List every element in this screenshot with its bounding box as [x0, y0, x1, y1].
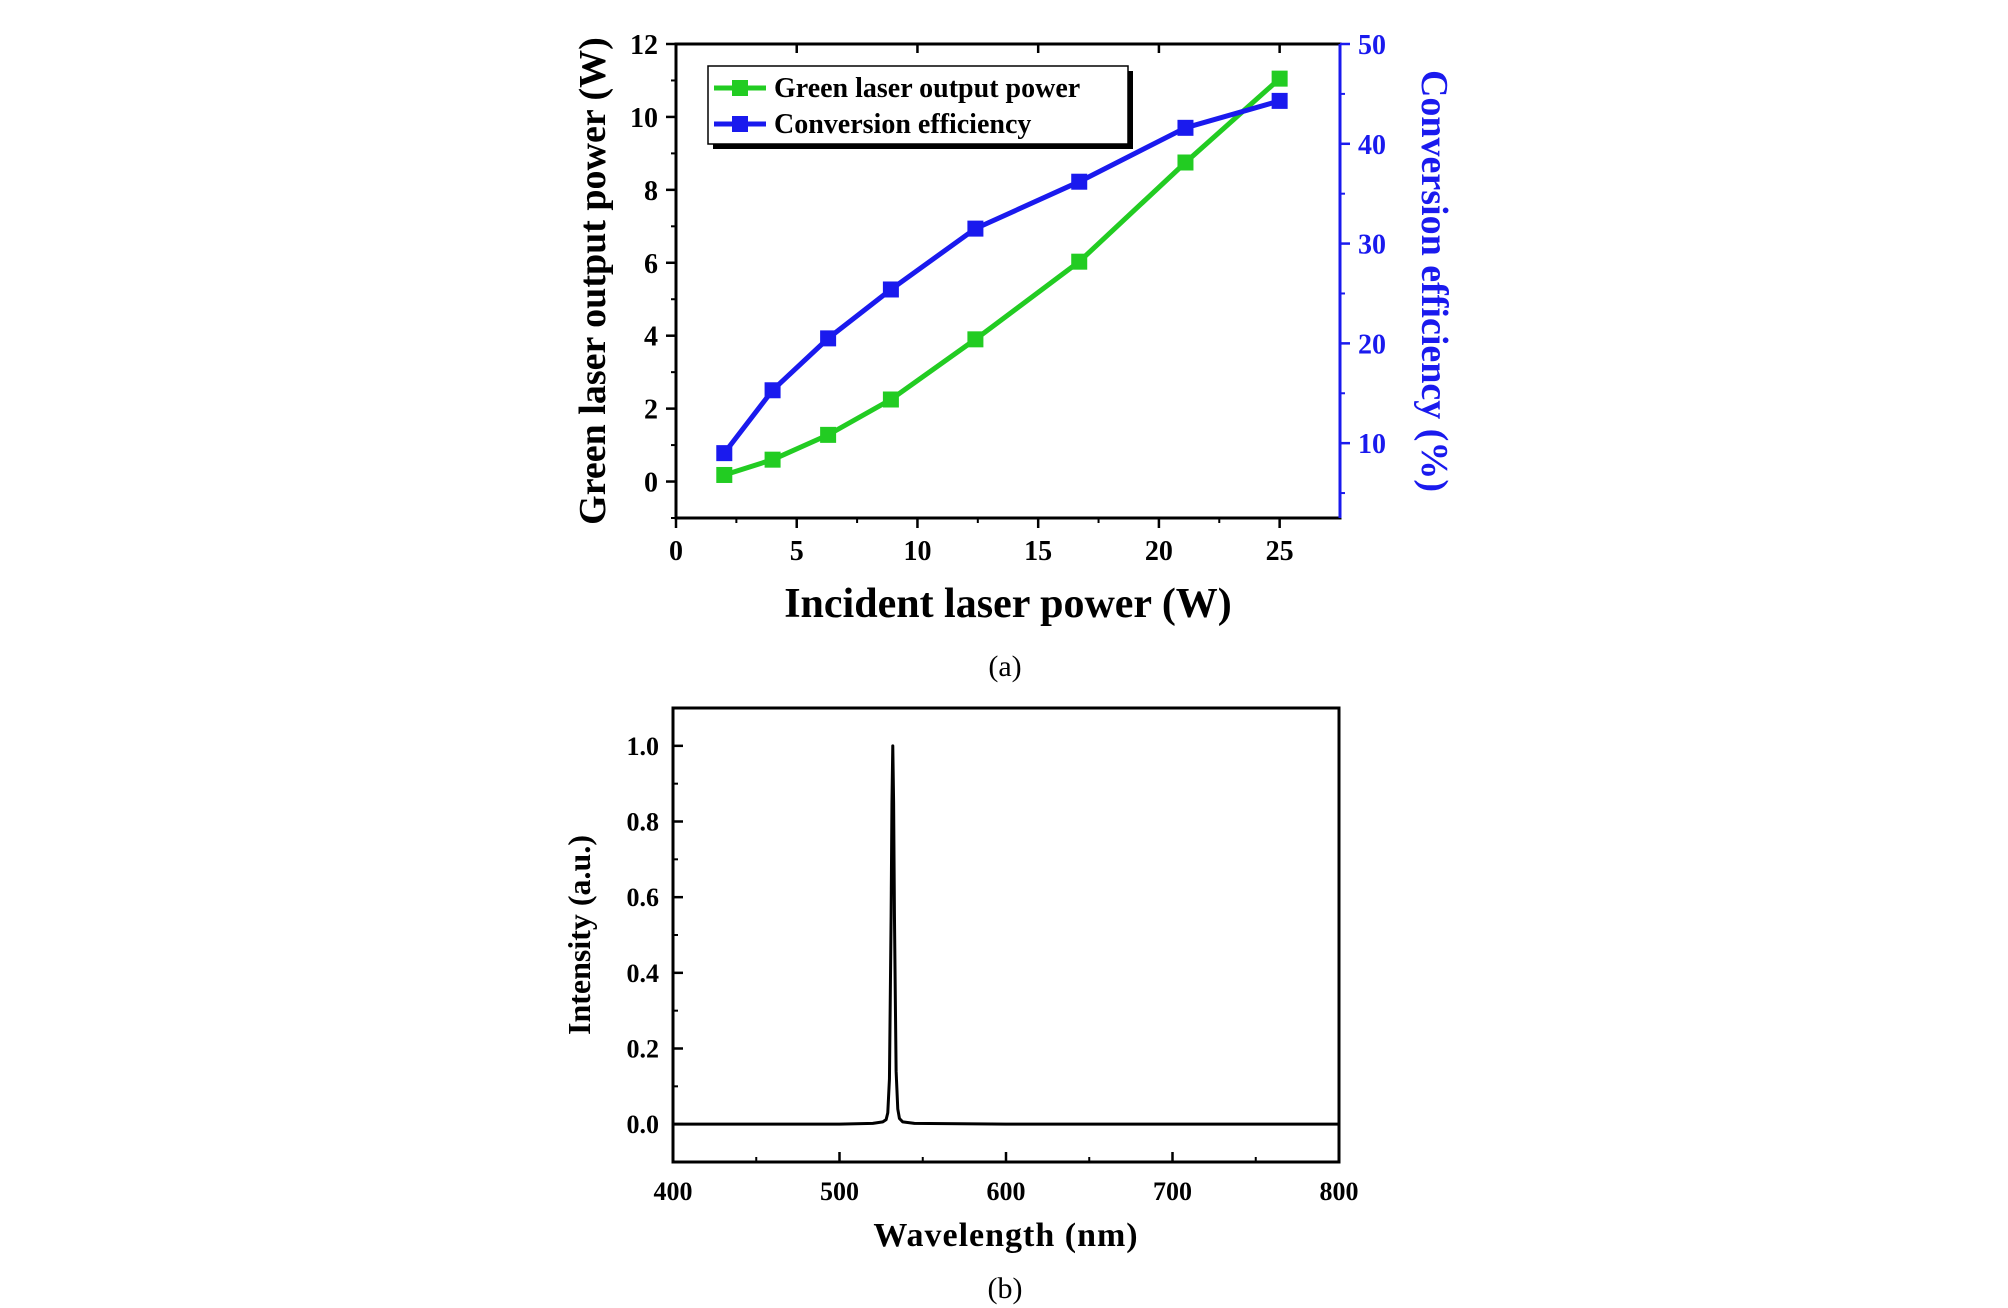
data-point-conversion-efficiency: [1071, 173, 1088, 190]
y2-tick-label-a: 30: [1358, 230, 1386, 261]
y-axis-label-a: Green laser output power (W): [572, 37, 614, 525]
x-tick-label-b: 600: [987, 1177, 1026, 1206]
series-line-conversion-efficiency: [722, 98, 1281, 455]
y-tick-label-a: 12: [630, 30, 658, 61]
y-tick-label-a: 8: [644, 176, 658, 207]
data-point-conversion-efficiency: [820, 330, 837, 347]
x-tick-label-a: 25: [1266, 536, 1294, 567]
legend-label-1: Conversion efficiency: [774, 109, 1031, 140]
y-tick-label-b: 0.6: [627, 883, 660, 912]
x-tick-label-b: 700: [1153, 1177, 1192, 1206]
data-point-green-output: [764, 451, 781, 468]
data-point-green-output: [882, 391, 899, 408]
chart-panel-a: 0 5 10 15 20 25 0 2 4 6 8 10 12 10 20 30 40 50 Incident la…: [572, 30, 1455, 627]
data-point-green-output: [820, 426, 837, 443]
data-point-green-output: [1271, 70, 1288, 87]
data-point-conversion-efficiency: [967, 220, 984, 237]
y-axis-label-b: Intensity (a.u.): [561, 835, 597, 1035]
y-tick-label-b: 0.4: [627, 959, 660, 988]
data-point-green-output: [1177, 154, 1194, 171]
x-tick-label-a: 0: [669, 536, 683, 567]
x-tick-label-a: 15: [1024, 536, 1052, 567]
y2-tick-label-a: 10: [1358, 429, 1386, 460]
data-point-conversion-efficiency: [716, 445, 733, 462]
spectrum-line: [673, 744, 1339, 1126]
data-point-conversion-efficiency: [882, 281, 899, 298]
y2-tick-label-a: 50: [1358, 30, 1386, 61]
y-tick-label-a: 6: [644, 249, 658, 280]
x-axis-label-b: Wavelength (nm): [873, 1217, 1138, 1254]
x-tick-label-a: 10: [903, 536, 931, 567]
y-tick-label-b: 1.0: [627, 732, 660, 761]
data-point-conversion-efficiency: [764, 382, 781, 399]
x-tick-label-b: 500: [820, 1177, 859, 1206]
x-tick-label-b: 400: [654, 1177, 693, 1206]
y-tick-label-b: 0.0: [627, 1110, 660, 1139]
data-point-green-output: [1071, 253, 1088, 270]
x-tick-label-a: 20: [1145, 536, 1173, 567]
x-tick-label-a: 5: [790, 536, 804, 567]
series-line-green-output: [723, 76, 1282, 478]
y-tick-label-a: 4: [644, 322, 658, 353]
y-tick-label-a: 0: [644, 468, 658, 499]
y2-tick-label-a: 20: [1358, 329, 1386, 360]
plot-frame-b: [671, 706, 1341, 1164]
x-axis-label-a: Incident laser power (W): [784, 581, 1232, 627]
y-tick-label-b: 0.8: [627, 808, 660, 837]
y2-tick-label-a: 40: [1358, 130, 1386, 161]
legend-label-0: Green laser output power: [774, 73, 1080, 104]
x-tick-label-b: 800: [1320, 1177, 1359, 1206]
data-point-conversion-efficiency: [1177, 119, 1194, 136]
data-point-conversion-efficiency: [1271, 92, 1288, 109]
legend-box-a: [707, 65, 1129, 145]
legend-marker-1: [732, 116, 748, 132]
panel-a-caption: (a): [988, 650, 1022, 683]
data-point-green-output: [967, 331, 984, 348]
y2-axis-label-a: Conversion efficiency (%): [1413, 70, 1455, 492]
panel-b-caption: (b): [987, 1272, 1023, 1305]
y-tick-label-b: 0.2: [627, 1035, 660, 1064]
data-point-green-output: [716, 466, 733, 483]
chart-panel-b: 400 500 600 700 800 0.0 0.2 0.4 0.6 0.8 1.0 Wavelen…: [561, 706, 1359, 1254]
legend-marker-0: [732, 80, 748, 96]
y-tick-label-a: 10: [630, 103, 658, 134]
y-tick-label-a: 2: [644, 395, 658, 426]
